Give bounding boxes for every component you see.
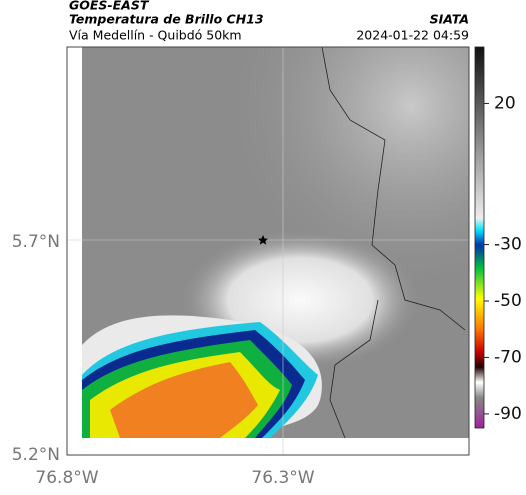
map-axes: 5.7°N 5.2°N 76.8°W 76.3°W [12, 232, 315, 488]
source: SIATA [430, 12, 469, 27]
colorbar-tick-label: -70 [494, 347, 522, 367]
timestamp: 2024-01-22 04:59 [356, 28, 469, 43]
colorbar-tick-label: -90 [494, 404, 522, 424]
colorbar-tick-label: -30 [494, 235, 522, 255]
y-tick-label: 5.7°N [12, 232, 60, 252]
x-tick-label: 76.3°W [251, 468, 314, 488]
caption: Vía Medellín - Quibdó 50km [69, 28, 242, 43]
subtitle: Temperatura de Brillo CH13 [69, 12, 264, 27]
y-tick-label: 5.2°N [12, 445, 60, 465]
colorbar-tick-label: 20 [494, 93, 516, 113]
x-tick-label: 76.8°W [35, 468, 98, 488]
title: GOES-EAST [69, 0, 150, 13]
colorbar-tick-label: -50 [494, 291, 522, 311]
colorbar [474, 46, 485, 429]
map [66, 46, 470, 456]
